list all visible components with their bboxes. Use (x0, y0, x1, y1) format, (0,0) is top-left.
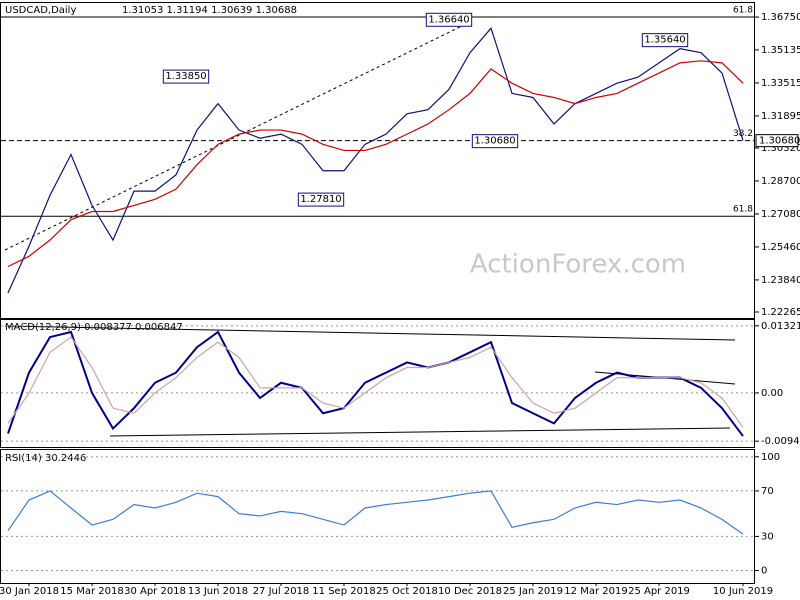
y-tick-label: 0.00 (761, 388, 783, 399)
y-tick-label: 1.33515 (761, 78, 800, 89)
x-tick-label: 10 Jun 2019 (713, 586, 773, 597)
y-tick-label: 1.23840 (761, 275, 800, 286)
price-annotation: 1.33850 (165, 71, 206, 82)
watermark: ActionForex.com (470, 250, 686, 280)
x-tick-label: 15 Mar 2018 (60, 586, 123, 597)
y-tick-label: 1.25460 (761, 242, 800, 253)
fib-label: 38.2 (733, 129, 753, 139)
ohlc-values: 1.31053 1.31194 1.30639 1.30688 (122, 5, 297, 16)
price-annotation: 1.27810 (300, 194, 341, 205)
y-tick-label: 100 (761, 452, 780, 463)
fib-label: 61.8 (733, 205, 753, 215)
y-tick-label: 0.013214 (761, 321, 800, 332)
y-tick-label: -0.009496 (761, 436, 800, 447)
y-tick-label: 30 (761, 531, 774, 542)
annotation-box (162, 69, 210, 84)
trend-line (4, 21, 471, 251)
fib-label: 61.8 (733, 6, 753, 16)
annotation-box (425, 12, 473, 27)
y-tick-label: 1.27080 (761, 209, 800, 220)
annotation-box (471, 134, 519, 149)
rsi-panel (0, 449, 755, 584)
x-tick-label: 11 Sep 2018 (312, 586, 375, 597)
price-annotation: 1.36640 (428, 14, 469, 25)
last-price-label: 1.30680 (759, 136, 800, 147)
x-tick-label: 25 Jan 2019 (503, 586, 563, 597)
series-line (7, 60, 744, 268)
x-tick-label: 27 Jul 2018 (253, 586, 310, 597)
y-tick-label: 1.30320 (761, 143, 800, 154)
x-tick-label: 25 Apr 2019 (628, 586, 690, 597)
series-line (7, 490, 744, 535)
y-tick-label: 0 (761, 565, 767, 576)
macd-panel (0, 319, 755, 448)
x-tick-label: 13 Jun 2018 (188, 586, 248, 597)
y-tick-label: 1.28700 (761, 176, 800, 187)
last-price-box (755, 134, 799, 148)
y-tick-label: 1.22265 (761, 307, 800, 318)
x-tick-label: 25 Oct 2018 (376, 586, 438, 597)
y-tick-label: 1.35135 (761, 45, 800, 56)
annotation-box (297, 192, 345, 207)
x-tick-label: 12 Mar 2019 (564, 586, 627, 597)
price-annotation: 1.35640 (644, 35, 685, 46)
annotation-box (641, 33, 689, 48)
x-tick-label: 30 Jan 2018 (0, 586, 59, 597)
price-panel (0, 2, 755, 319)
y-tick-label: 1.36750 (761, 12, 800, 23)
macd-trend-line (109, 427, 731, 437)
series-line (7, 336, 744, 428)
symbol-title: USDCAD,Daily (5, 5, 76, 16)
price-annotation: 1.30680 (474, 136, 515, 147)
x-tick-label: 30 Apr 2018 (124, 586, 186, 597)
y-tick-label: 70 (761, 486, 774, 497)
rsi-title: RSI(14) 30.2446 (5, 453, 86, 464)
y-tick-label: 1.31895 (761, 111, 800, 122)
series-line (7, 330, 744, 437)
x-tick-label: 10 Dec 2018 (438, 586, 502, 597)
series-line (7, 27, 744, 294)
macd-trend-line (4, 325, 736, 341)
macd-title: MACD(12,26,9) 0.008377 0.006847 (5, 322, 183, 333)
